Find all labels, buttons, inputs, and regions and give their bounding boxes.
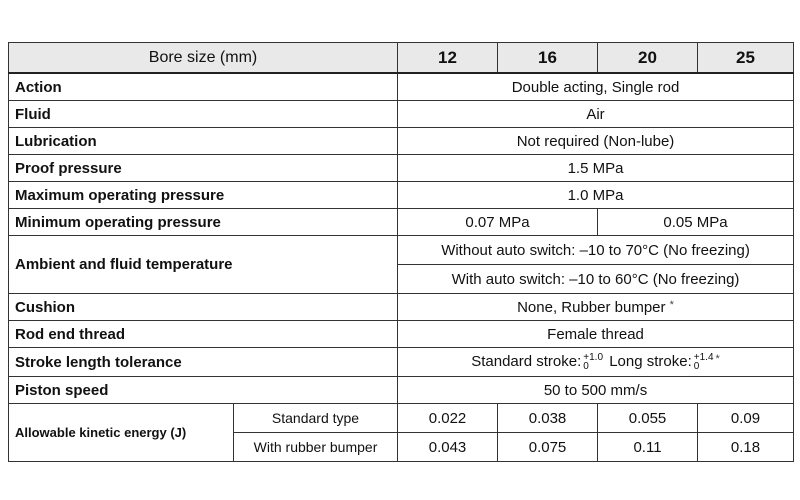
- row-label: Cushion: [7, 293, 399, 321]
- row-label: Fluid: [7, 100, 399, 128]
- row-label: Action: [7, 72, 399, 101]
- row: Piston speed 50 to 500 mm/s: [7, 376, 795, 404]
- header-cell: 25: [697, 42, 795, 74]
- cell-text: Long stroke:: [609, 352, 692, 370]
- cell: 0.18: [697, 432, 795, 462]
- header-cell: Bore size (mm): [7, 42, 399, 74]
- cell: 0.043: [397, 432, 499, 462]
- row-label: Stroke length tolerance: [7, 347, 399, 377]
- tolerance-lower: 0: [693, 361, 700, 373]
- cell-text: Standard stroke:: [471, 352, 582, 370]
- footnote-mark: *: [715, 352, 720, 365]
- row: Fluid Air: [7, 100, 795, 128]
- cell: 0.09: [697, 403, 795, 433]
- row-label: Minimum operating pressure: [7, 208, 399, 236]
- row: Rod end thread Female thread: [7, 320, 795, 348]
- row: Cushion None, Rubber bumper *: [7, 293, 795, 321]
- row: Action Double acting, Single rod: [7, 72, 795, 101]
- tolerance: +1.0 0: [583, 352, 604, 373]
- row: Ambient and fluid temperature Without aut…: [7, 235, 795, 294]
- cell: Female thread: [397, 320, 795, 348]
- cell-text: None, Rubber bumper: [517, 298, 666, 316]
- row: With auto switch: –10 to 60°C (No freezi…: [9, 264, 795, 294]
- row: With rubber bumper 0.043 0.075 0.11 0.18: [9, 432, 795, 462]
- cell: 0.05 MPa: [597, 208, 795, 236]
- header-row: Bore size (mm) 12 16 20 25: [7, 42, 795, 74]
- cell: 1.0 MPa: [397, 181, 795, 209]
- spec-table: Bore size (mm) 12 16 20 25 Action Double …: [7, 42, 795, 462]
- cell: Double acting, Single rod: [397, 72, 795, 101]
- tolerance-upper: +1.4: [693, 352, 714, 364]
- row: Maximum operating pressure 1.0 MPa: [7, 181, 795, 209]
- sub-label: Standard type: [232, 403, 399, 433]
- cell: 0.07 MPa: [397, 208, 599, 236]
- tolerance-upper: +1.0: [583, 352, 604, 364]
- row-label: Allowable kinetic energy (J): [8, 403, 234, 462]
- row-label: Maximum operating pressure: [7, 181, 399, 209]
- cell: Air: [397, 100, 795, 128]
- cell: Without auto switch: –10 to 70°C (No fre…: [397, 235, 795, 265]
- row-label: Piston speed: [7, 376, 399, 404]
- cell: With auto switch: –10 to 60°C (No freezi…: [397, 264, 795, 294]
- footnote-mark: *: [669, 298, 674, 311]
- row-label: Rod end thread: [7, 320, 399, 348]
- sub-label: With rubber bumper: [232, 432, 399, 462]
- cell: 0.038: [497, 403, 599, 433]
- row: Proof pressure 1.5 MPa: [7, 154, 795, 182]
- cell: 50 to 500 mm/s: [397, 376, 795, 404]
- cell: None, Rubber bumper *: [397, 293, 795, 321]
- cell: 0.055: [597, 403, 699, 433]
- row-label: Lubrication: [7, 127, 399, 155]
- header-cell: 20: [597, 42, 699, 74]
- cell: 0.075: [497, 432, 599, 462]
- row-label: Ambient and fluid temperature: [7, 235, 399, 294]
- row: Allowable kinetic energy (J) Standard typ…: [8, 403, 795, 462]
- row: Minimum operating pressure 0.07 MPa 0.05 M…: [7, 208, 795, 236]
- cell: Standard stroke: +1.0 0 Long stroke: +1.4 0 *: [397, 347, 795, 377]
- tolerance: +1.4 0: [693, 352, 714, 373]
- row-label: Proof pressure: [7, 154, 399, 182]
- row: Stroke length tolerance Standard stroke:…: [7, 347, 795, 377]
- cell: 0.11: [597, 432, 699, 462]
- row: Lubrication Not required (Non-lube): [7, 127, 795, 155]
- header-cell: 12: [397, 42, 499, 74]
- tolerance-lower: 0: [583, 361, 589, 373]
- cell: 0.022: [397, 403, 499, 433]
- cell: 1.5 MPa: [397, 154, 795, 182]
- cell: Not required (Non-lube): [397, 127, 795, 155]
- header-cell: 16: [497, 42, 599, 74]
